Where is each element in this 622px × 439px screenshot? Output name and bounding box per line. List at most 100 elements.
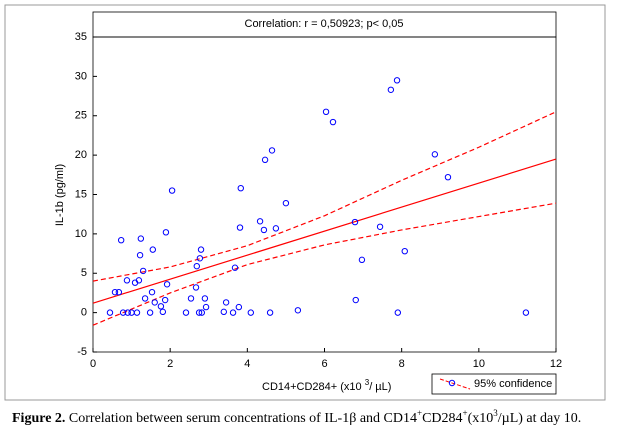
point	[201, 295, 209, 302]
x-tick-label: 0	[90, 358, 96, 370]
point	[124, 309, 131, 316]
legend-label: 95% confidence	[474, 378, 552, 390]
point	[522, 309, 530, 316]
caption-text: /µL) at day 10.	[498, 411, 582, 426]
confidence-lower	[92, 202, 557, 326]
point	[294, 307, 302, 314]
point	[157, 303, 165, 310]
x-axis-label: CD14+CD284+ (x10 3/ µL)	[262, 378, 391, 393]
point	[220, 308, 227, 316]
point	[163, 281, 171, 288]
point	[137, 235, 145, 242]
point	[159, 308, 167, 316]
point	[117, 236, 125, 244]
caption-text: Correlation between serum concentrations…	[65, 411, 417, 426]
point	[266, 309, 274, 316]
point	[202, 303, 210, 311]
point	[149, 246, 157, 253]
point	[136, 251, 144, 259]
point	[387, 86, 395, 93]
y-tick-label: 5	[81, 267, 87, 279]
y-tick-label: 15	[75, 188, 87, 200]
point	[162, 229, 170, 236]
x-tick-label: 10	[473, 358, 485, 370]
x-label-part: CD14+CD284+ (x10	[262, 381, 365, 393]
caption-text: CD284	[422, 411, 462, 426]
y-tick-label: 0	[81, 307, 87, 319]
figure-frame	[4, 4, 606, 401]
point	[322, 108, 330, 116]
x-tick-label: 4	[244, 358, 250, 370]
point	[229, 309, 237, 316]
point	[394, 309, 402, 316]
point	[261, 156, 269, 164]
point	[282, 199, 290, 207]
legend-box	[431, 373, 557, 395]
caption: Figure 2. Correlation between serum conc…	[12, 408, 581, 426]
point	[237, 185, 244, 192]
caption-sup: +	[417, 408, 422, 418]
point	[268, 147, 276, 154]
y-tick-label: 35	[75, 31, 87, 43]
x-tick-label: 12	[550, 358, 562, 370]
point	[139, 267, 147, 275]
point	[193, 262, 200, 270]
y-axis-label: IL-1b (pg/ml)	[54, 164, 66, 226]
point	[141, 295, 149, 302]
caption-sup: +	[463, 408, 468, 418]
caption-label: Figure 2.	[12, 411, 65, 426]
point	[146, 309, 154, 316]
point	[351, 218, 359, 226]
point	[135, 277, 143, 284]
point	[431, 151, 439, 158]
point	[119, 309, 127, 316]
point	[161, 296, 169, 304]
x-tick-label: 8	[399, 358, 405, 370]
point	[123, 277, 131, 284]
point	[260, 226, 268, 234]
y-tick-label: 20	[75, 149, 87, 161]
point	[393, 77, 401, 84]
point	[272, 225, 280, 232]
point	[247, 309, 255, 316]
point	[401, 248, 408, 255]
point	[256, 218, 264, 225]
x-tick-label: 6	[321, 358, 327, 370]
point	[148, 288, 156, 296]
y-tick-label: -5	[77, 346, 87, 358]
confidence-upper	[92, 111, 557, 282]
point	[192, 284, 200, 291]
chart-title: Correlation: r = 0,50923; p< 0,05	[245, 18, 404, 30]
point	[235, 303, 243, 311]
point	[115, 288, 123, 296]
x-label-sup: 3	[365, 378, 370, 387]
y-tick-label: 10	[75, 228, 87, 240]
legend-marker	[448, 379, 456, 387]
point	[231, 264, 239, 271]
point	[329, 118, 337, 126]
point	[197, 246, 205, 253]
point	[187, 295, 195, 302]
caption-sup: 3	[493, 408, 498, 418]
point	[106, 309, 114, 316]
point	[376, 223, 384, 230]
point	[198, 309, 206, 316]
point	[133, 309, 141, 316]
caption-text: (x10	[468, 411, 494, 426]
point	[352, 296, 359, 304]
point	[168, 187, 176, 194]
point	[444, 173, 452, 181]
point	[195, 309, 203, 316]
point	[222, 299, 230, 306]
point	[358, 256, 366, 264]
regression-line	[92, 158, 557, 304]
y-tick-label: 30	[75, 70, 87, 82]
point	[182, 309, 190, 316]
point	[151, 299, 158, 306]
y-tick-label: 25	[75, 110, 87, 122]
point	[111, 288, 119, 296]
point	[196, 255, 204, 262]
x-tick-label: 2	[167, 358, 173, 370]
point	[236, 224, 244, 231]
